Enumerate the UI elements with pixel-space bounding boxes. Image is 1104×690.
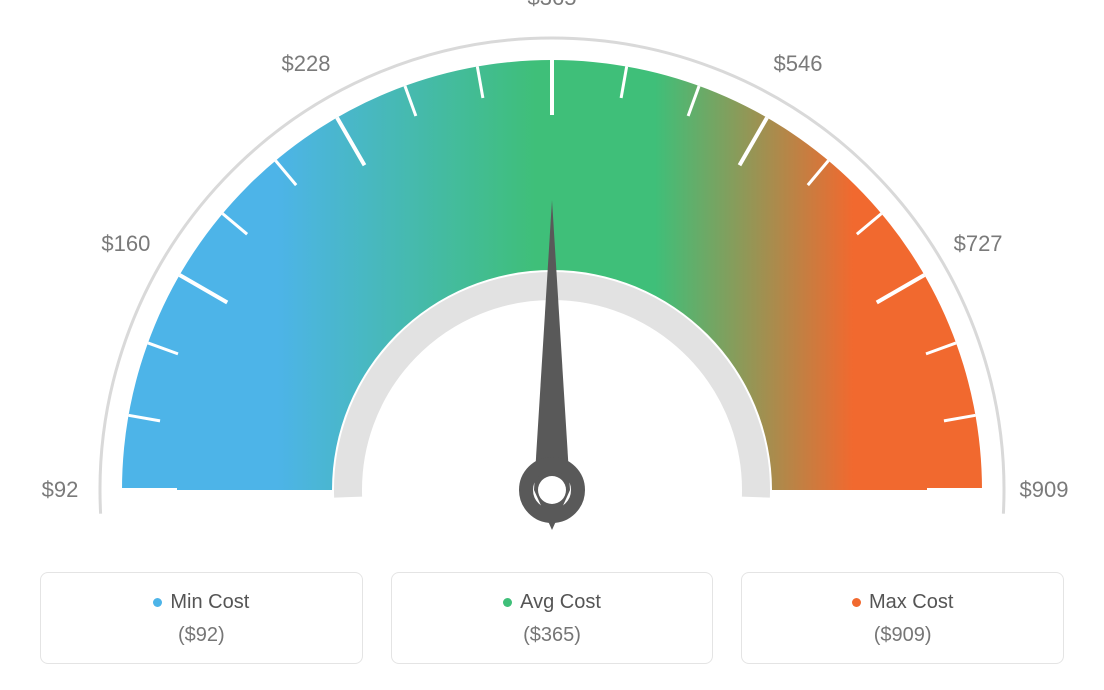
legend-card-min: Min Cost ($92) [40, 572, 363, 664]
legend-value-min: ($92) [51, 624, 352, 647]
gauge-area: $92 $160 $228 $365 $546 $727 $909 [0, 0, 1104, 560]
legend-card-max: Max Cost ($909) [741, 572, 1064, 664]
legend-title-avg: Avg Cost [503, 591, 601, 614]
tick-label: $92 [42, 477, 79, 503]
legend-title-label: Avg Cost [520, 591, 601, 614]
tick-label: $727 [954, 231, 1003, 257]
cost-gauge-widget: $92 $160 $228 $365 $546 $727 $909 Min Cost ($9… [0, 0, 1104, 690]
legend-title-max: Max Cost [852, 591, 953, 614]
dot-icon [153, 598, 162, 607]
tick-label: $909 [1020, 477, 1069, 503]
tick-label: $228 [282, 51, 331, 77]
legend-title-label: Max Cost [869, 591, 953, 614]
legend-value-avg: ($365) [402, 624, 703, 647]
dot-icon [852, 598, 861, 607]
tick-label: $365 [528, 0, 577, 11]
legend-title-min: Min Cost [153, 591, 249, 614]
legend-title-label: Min Cost [170, 591, 249, 614]
needle-hub-hole [538, 476, 566, 504]
tick-label: $160 [101, 231, 150, 257]
legend-card-avg: Avg Cost ($365) [391, 572, 714, 664]
gauge-svg [0, 0, 1104, 560]
legend-row: Min Cost ($92) Avg Cost ($365) Max Cost … [40, 572, 1064, 664]
legend-value-max: ($909) [752, 624, 1053, 647]
tick-label: $546 [774, 51, 823, 77]
dot-icon [503, 598, 512, 607]
